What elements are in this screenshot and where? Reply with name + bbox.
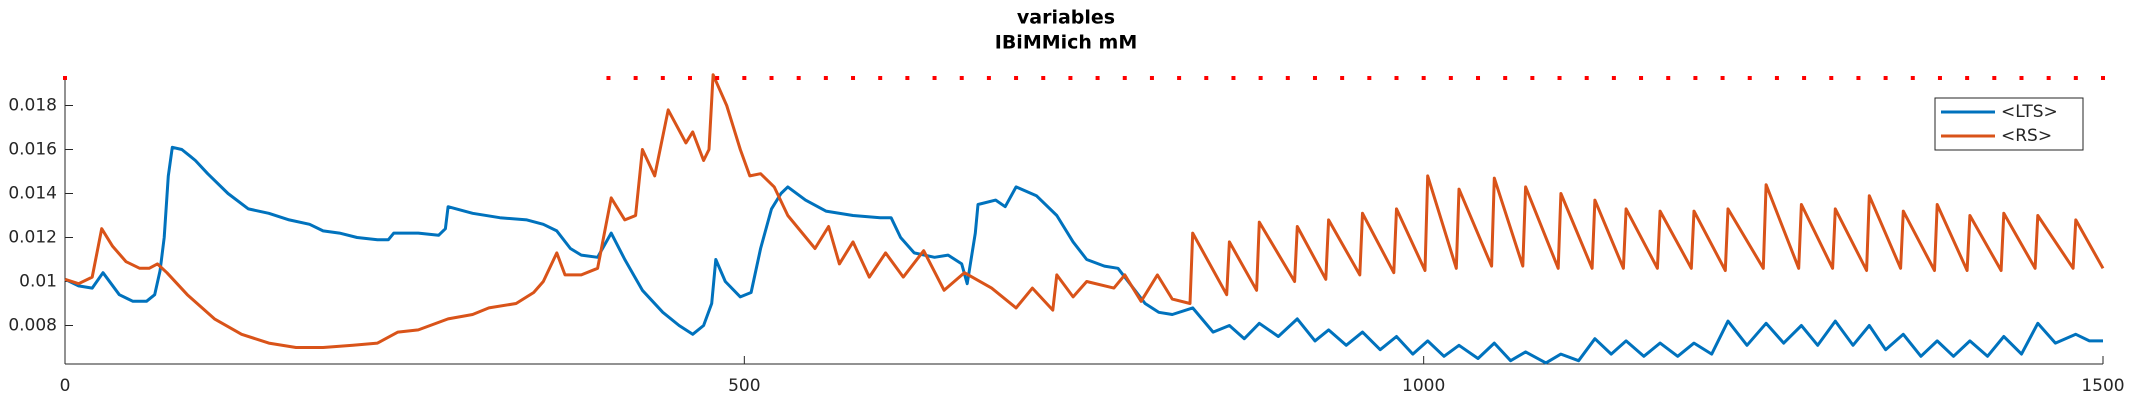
event-marker: [1829, 76, 1834, 80]
event-marker: [1530, 76, 1535, 80]
event-marker: [1883, 76, 1888, 80]
event-marker: [1285, 76, 1290, 80]
event-marker: [1041, 76, 1046, 80]
event-marker: [1177, 76, 1182, 80]
event-marker: [1340, 76, 1345, 80]
event-marker: [1965, 76, 1970, 80]
event-marker: [1448, 76, 1453, 80]
event-marker: [932, 76, 937, 80]
event-marker: [1149, 76, 1154, 80]
event-marker: [2046, 76, 2051, 80]
event-marker: [633, 76, 638, 80]
event-marker: [1367, 76, 1372, 80]
event-marker: [1693, 76, 1698, 80]
x-tick-label: 0: [60, 376, 71, 396]
event-marker: [1312, 76, 1317, 80]
event-marker: [1476, 76, 1481, 80]
event-marker: [742, 76, 747, 80]
y-tick-label: 0.012: [8, 228, 57, 248]
event-marker: [1122, 76, 1127, 80]
event-marker: [1774, 76, 1779, 80]
x-tick-label: 1000: [1402, 376, 1445, 396]
legend-box: [1934, 97, 2084, 151]
legend-label: <RS>: [2001, 126, 2052, 146]
event-marker: [986, 76, 991, 80]
event-marker: [1992, 76, 1997, 80]
legend-label: <LTS>: [2001, 102, 2058, 122]
event-marker: [823, 76, 828, 80]
y-tick-label: 0.008: [8, 316, 57, 336]
x-tick-label: 1500: [2081, 376, 2124, 396]
event-marker: [1394, 76, 1399, 80]
event-marker: [687, 76, 692, 80]
y-tick-label: 0.014: [8, 184, 57, 204]
event-marker: [1747, 76, 1752, 80]
event-marker: [1068, 76, 1073, 80]
event-marker: [2101, 76, 2105, 80]
event-marker: [63, 76, 67, 80]
series-line: [64, 73, 2105, 349]
event-marker: [1204, 76, 1209, 80]
y-tick-label: 0.01: [19, 272, 57, 292]
y-tick-label: 0.016: [8, 140, 57, 160]
event-marker: [959, 76, 964, 80]
event-marker: [851, 76, 856, 80]
event-marker: [1584, 76, 1589, 80]
event-marker: [1611, 76, 1616, 80]
event-marker: [878, 76, 883, 80]
y-tick-label: 0.018: [8, 96, 57, 116]
chart-title: variables: [1017, 7, 1115, 29]
event-marker: [2019, 76, 2024, 80]
event-marker: [606, 76, 611, 80]
series-line: [64, 145, 2103, 365]
event-marker: [1503, 76, 1508, 80]
event-marker: [1231, 76, 1236, 80]
event-marker: [1557, 76, 1562, 80]
event-marker: [1639, 76, 1644, 80]
x-tick-label: 500: [728, 376, 760, 396]
event-marker: [1666, 76, 1671, 80]
event-marker: [2073, 76, 2078, 80]
chart-subtitle: IBiMMich mM: [995, 32, 1138, 54]
event-marker: [1856, 76, 1861, 80]
event-marker: [1720, 76, 1725, 80]
event-marker: [1937, 76, 1942, 80]
event-marker: [660, 76, 665, 80]
event-marker: [1014, 76, 1019, 80]
event-marker: [1910, 76, 1915, 80]
event-marker: [1802, 76, 1807, 80]
event-marker: [769, 76, 774, 80]
event-marker: [1095, 76, 1100, 80]
event-marker: [796, 76, 801, 80]
event-marker: [1258, 76, 1263, 80]
event-marker: [905, 76, 910, 80]
event-marker: [715, 76, 720, 80]
event-marker: [1421, 76, 1426, 80]
